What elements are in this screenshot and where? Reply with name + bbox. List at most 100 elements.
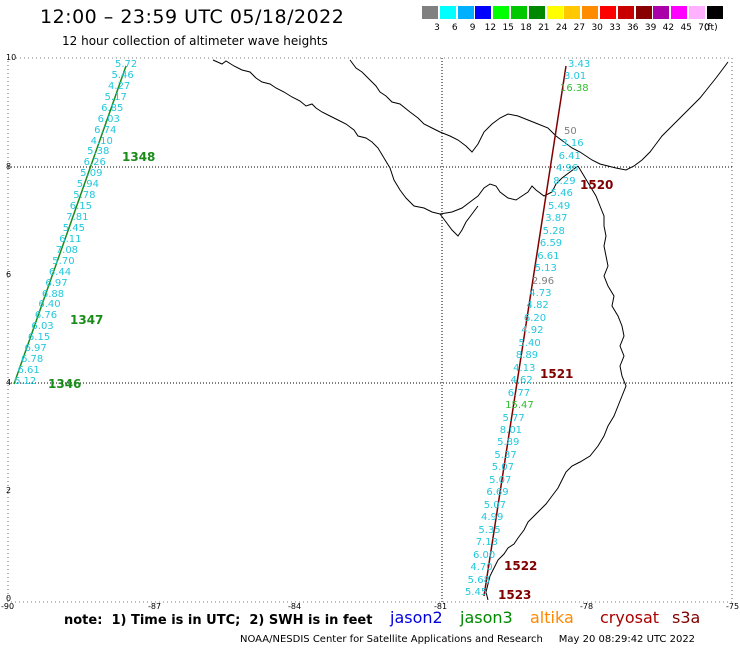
east-track-value: 5.28 (542, 225, 565, 237)
legend-label: 15 (502, 23, 514, 33)
legend-label: 12 (484, 23, 497, 33)
map-subtitle: 12 hour collection of altimeter wave hei… (62, 34, 328, 48)
lat-label-2: 2 (6, 486, 12, 495)
lon-label-75: -75 (726, 602, 740, 611)
sat-cryosat: cryosat (600, 608, 660, 627)
legend-label: 3 (434, 23, 440, 33)
lon-label-78: -78 (580, 602, 594, 611)
sat-s3a: s3a (672, 608, 701, 627)
west-track-value: 6.88 (41, 288, 65, 300)
pass-label: 1347 (70, 313, 104, 327)
east-track-value: 5.46 (550, 188, 573, 200)
east-top-value: 3.01 (564, 71, 587, 82)
west-track-value: 5.72 (115, 59, 138, 70)
west-track-value: 4.10 (90, 135, 113, 147)
coastline (212, 59, 729, 601)
east-track-value: 7.13 (475, 537, 498, 549)
legend-swatch (617, 6, 635, 19)
map-title: 12:00 – 23:59 UTC 05/18/2022 (40, 6, 345, 28)
east-track-value: 4.62 (510, 375, 533, 387)
lon-label-87: -87 (148, 602, 162, 611)
west-track-value: 6.74 (94, 124, 117, 136)
east-track-value: 8.29 (553, 175, 576, 187)
west-track-value: 5.38 (87, 146, 110, 158)
east-track-value: 5.49 (547, 200, 571, 212)
east-top-value: 16.38 (560, 83, 589, 94)
legend-swatch (493, 6, 511, 19)
west-track-value: 5.78 (73, 190, 96, 202)
legend-label: 21 (538, 23, 550, 33)
east-track-value: 5.37 (494, 449, 517, 461)
east-track-value: 6.00 (473, 549, 496, 561)
track-west (13, 65, 127, 385)
legend-unit: (ft) (704, 23, 718, 33)
legend-label: 24 (555, 23, 568, 33)
units-note: note: 1) Time is in UTC; 2) SWH is in fe… (64, 613, 373, 628)
pass-label: 1520 (580, 178, 614, 192)
legend-swatch (546, 6, 564, 19)
east-track-value: 8.89 (515, 350, 539, 362)
altimeter-tracks (13, 65, 567, 597)
color-legend: 3 6 9 12 15 18 21 24 27 30 33 36 39 42 45 70 (ft) (422, 6, 726, 36)
west-track-value: 6.61 (17, 365, 40, 377)
coastline-central-america (212, 59, 579, 215)
legend-swatch (564, 6, 582, 19)
east-track-value: 5.89 (497, 437, 520, 449)
west-track-value: 6.03 (97, 113, 120, 125)
east-track-value: 3.87 (545, 213, 568, 225)
legend-label: 9 (469, 23, 476, 33)
east-track-value: 4.99 (481, 512, 504, 524)
legend-label: 42 (662, 23, 675, 33)
sat-jason3: jason3 (460, 608, 513, 627)
credit-line: NOAA/NESDIS Center for Satellite Applica… (240, 634, 696, 645)
lon-label-84: -84 (288, 602, 302, 611)
legend-swatch (689, 6, 706, 19)
west-track-value: 6.76 (34, 310, 58, 322)
legend-label: 18 (520, 23, 532, 33)
west-track-value: 7.08 (55, 244, 79, 256)
east-track-value: 5.77 (502, 412, 525, 424)
east-track-value: 6.59 (539, 238, 563, 250)
legend-swatch (653, 6, 671, 19)
legend-label: 33 (609, 23, 621, 33)
east-track-value: 50 (564, 126, 577, 137)
west-track-value: 5.46 (111, 69, 134, 81)
east-track-value: 4.82 (526, 300, 549, 312)
legend-swatch (528, 6, 546, 19)
map-border (7, 57, 733, 603)
west-track-value: 6.78 (20, 354, 44, 366)
legend-label: 30 (591, 23, 603, 33)
east-track-value: 15.47 (505, 400, 534, 412)
pass-label: 1523 (498, 588, 532, 602)
legend-swatch (671, 6, 689, 19)
east-track-value: 2.96 (531, 275, 555, 287)
east-track-value: 5.07 (483, 499, 506, 511)
legend-swatch (706, 6, 724, 19)
west-track-value: 6.97 (45, 277, 68, 289)
pass-label: 1522 (504, 559, 538, 573)
west-track-value: 6.97 (24, 343, 47, 355)
east-track-value: 4.73 (529, 287, 552, 299)
legend-swatch (475, 6, 493, 19)
east-track-value: 6.69 (486, 487, 509, 499)
pass-label: 1348 (122, 150, 156, 164)
east-track-value: 3.16 (561, 138, 584, 150)
west-track-value: 6.12 (14, 376, 37, 387)
east-top-value: 3.43 (568, 59, 591, 70)
lat-label-10: 10 (6, 53, 17, 62)
pass-label: 1521 (540, 367, 574, 381)
east-track-value: 4.92 (521, 325, 544, 337)
west-track-value: 5.94 (76, 179, 99, 191)
east-track-value: 4.96 (555, 163, 579, 175)
lat-label-6: 6 (6, 270, 12, 279)
legend-label: 36 (627, 23, 639, 33)
west-track-value: 5.09 (80, 168, 103, 180)
legend-swatch (600, 6, 617, 19)
legend-swatch (582, 6, 600, 19)
east-track-value: 4.70 (470, 562, 493, 574)
coastline-caribbean (349, 59, 729, 171)
legend-swatch (635, 6, 653, 19)
